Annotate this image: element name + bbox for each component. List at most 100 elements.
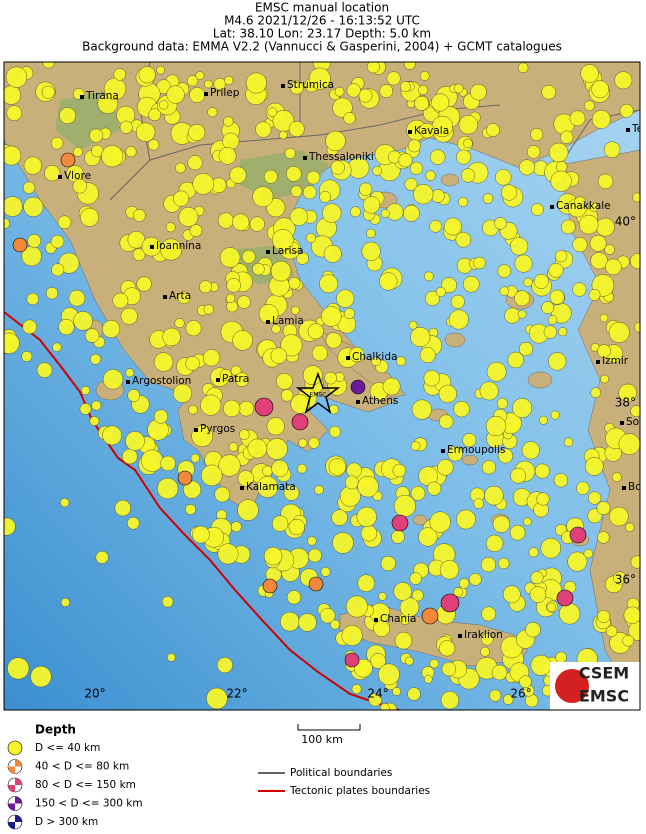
earthquake: [148, 108, 161, 121]
lowland: [55, 90, 330, 285]
lon-label: 26°: [510, 687, 531, 701]
earthquake: [266, 417, 285, 436]
earthquake: [241, 249, 256, 264]
earthquake: [407, 687, 421, 701]
earthquake: [89, 416, 100, 426]
earthquake: [358, 88, 373, 103]
earthquake: [5, 66, 28, 88]
earthquake: [519, 159, 536, 176]
earthquake: [202, 349, 221, 367]
earthquake: [596, 217, 615, 237]
earthquake: [404, 177, 418, 191]
earthquake: [609, 506, 629, 527]
city-label: Prilep: [210, 87, 240, 99]
earthquake: [549, 289, 565, 305]
earthquake: [166, 85, 185, 104]
earthquake: [308, 67, 331, 90]
earthquake: [270, 260, 292, 282]
earthquake: [222, 132, 240, 150]
map-frame: [3, 61, 641, 711]
earthquake: [440, 691, 459, 710]
earthquake: [588, 201, 599, 212]
earthquake: [278, 130, 288, 140]
earthquake: [349, 206, 361, 218]
earthquake: [453, 83, 464, 94]
earthquake: [536, 492, 550, 506]
legend-label: 40 < D <= 80 km: [35, 761, 129, 773]
earthquake: [619, 103, 634, 118]
earthquake: [603, 141, 621, 158]
earthquake: [379, 272, 398, 291]
earthquake: [23, 196, 44, 217]
lat-label: 40°: [615, 215, 636, 229]
logo: CSEM EMSC: [550, 662, 640, 710]
earthquake: [305, 232, 316, 243]
earthquake: [590, 387, 602, 399]
city-label: Tirana: [85, 90, 119, 102]
earthquake: [226, 293, 236, 304]
earthquake: [91, 400, 102, 411]
earthquake: [408, 320, 418, 330]
city-marker: [281, 84, 285, 88]
earthquake: [311, 345, 328, 362]
earthquake: [285, 166, 302, 182]
earthquake: [263, 169, 278, 184]
earthquake: [302, 365, 323, 386]
earthquake: [288, 518, 305, 536]
earthquake: [584, 100, 595, 112]
earthquake: [530, 571, 544, 585]
earthquake: [484, 485, 504, 506]
earthquake: [634, 322, 640, 333]
city-label: Pyrgos: [200, 423, 235, 435]
earthquake: [102, 320, 121, 339]
earthquake: [341, 625, 363, 646]
earthquake: [172, 383, 192, 403]
earthquake: [361, 241, 381, 261]
city-marker: [240, 486, 244, 490]
earthquake: [439, 414, 454, 429]
earthquake: [590, 252, 608, 270]
city-label: Lamia: [272, 315, 304, 327]
earthquake: [548, 142, 569, 163]
earthquake: [60, 498, 70, 508]
earthquake: [486, 534, 504, 552]
earthquake: [530, 654, 552, 676]
earthquake: [604, 244, 615, 255]
earthquake: [382, 377, 401, 396]
earthquake: [302, 185, 317, 200]
earthquake: [378, 592, 387, 601]
earthquake: [73, 146, 83, 157]
earthquake: [177, 291, 191, 305]
legend-label: 80 < D <= 150 km: [35, 779, 136, 791]
earthquake: [439, 560, 460, 580]
legend-symbol-fill: [8, 796, 22, 811]
earthquake: [322, 203, 342, 223]
earthquake: [584, 457, 604, 476]
earthquake: [563, 437, 574, 447]
earthquake: [359, 182, 373, 196]
earthquake: [148, 139, 160, 151]
earthquake: [380, 703, 390, 710]
earthquake: [393, 582, 412, 601]
earthquake: [514, 254, 533, 273]
city-marker: [346, 356, 350, 360]
earthquake: [600, 374, 609, 384]
earthquake: [498, 557, 510, 570]
earthquake: [583, 548, 593, 559]
earthquake: [112, 292, 129, 309]
earthquake: [576, 481, 590, 495]
earthquake: [219, 247, 241, 268]
earthquake: [550, 170, 572, 192]
earthquake: [324, 371, 337, 385]
earthquake: [280, 334, 303, 357]
earthquake: [280, 389, 294, 402]
earthquake: [307, 536, 317, 546]
earthquake: [325, 332, 342, 349]
earthquake: [514, 290, 530, 307]
earthquake: [357, 475, 379, 498]
earthquake: [486, 123, 500, 137]
earthquake: [362, 196, 381, 214]
earthquake: [102, 369, 124, 390]
earthquake: [237, 470, 254, 487]
tectonic-boundary: [4, 311, 403, 710]
